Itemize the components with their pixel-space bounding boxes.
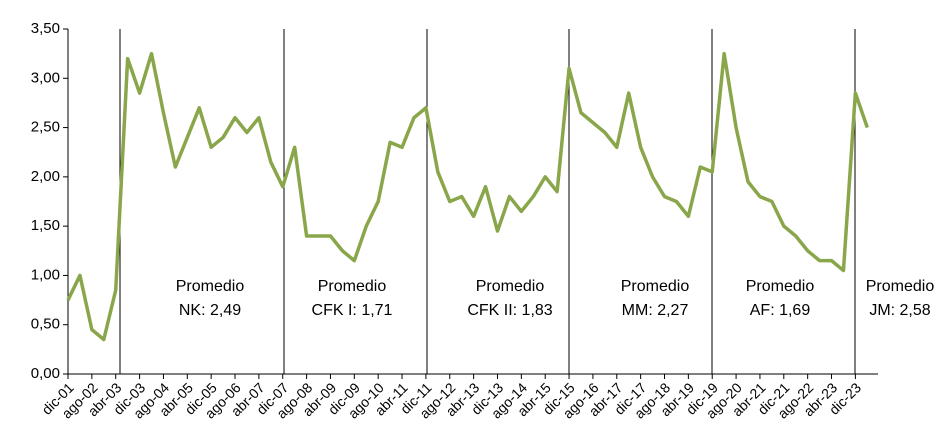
y-tick-label: 1,50	[31, 217, 60, 234]
annotation: AF: 1,69	[750, 302, 811, 319]
annotation: JM: 2,58	[869, 302, 930, 319]
y-tick-label: 2,50	[31, 119, 60, 136]
annotation: Promedio	[621, 278, 690, 295]
annotation: CFK II: 1,83	[467, 302, 552, 319]
annotation: Promedio	[746, 278, 815, 295]
data-line	[66, 51, 869, 342]
annotation: NK: 2,49	[179, 302, 241, 319]
y-tick-label: 1,00	[31, 266, 60, 283]
annotation: MM: 2,27	[622, 302, 689, 319]
annotation: Promedio	[476, 278, 545, 295]
y-tick-label: 0,00	[31, 365, 60, 382]
annotation: Promedio	[866, 278, 935, 295]
annotation: Promedio	[318, 278, 387, 295]
y-tick-label: 3,50	[31, 20, 60, 37]
annotation: Promedio	[176, 278, 245, 295]
y-tick-label: 0,50	[31, 316, 60, 333]
annotation: CFK I: 1,71	[312, 302, 393, 319]
y-tick-label: 3,00	[31, 69, 60, 86]
y-tick-label: 2,00	[31, 168, 60, 185]
